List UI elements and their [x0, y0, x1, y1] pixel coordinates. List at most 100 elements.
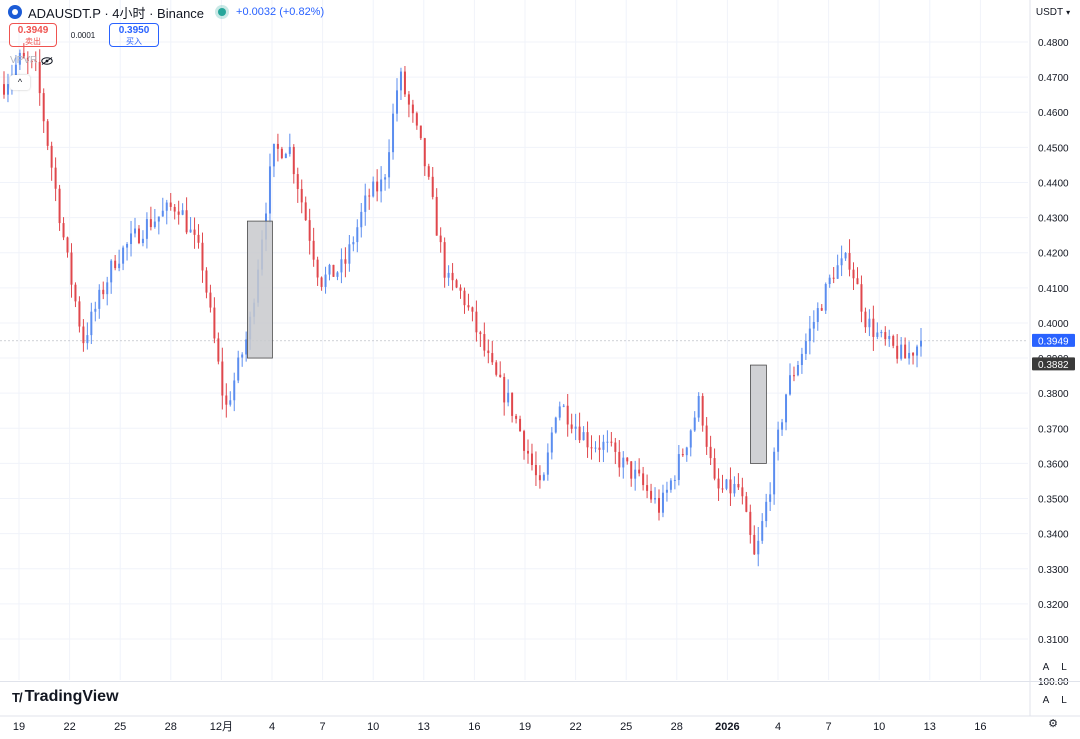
candle-body — [669, 480, 672, 490]
candle-body — [280, 148, 283, 159]
candle-body — [765, 501, 768, 522]
candle-body — [62, 223, 65, 238]
candle-body — [876, 332, 879, 337]
candle-body — [455, 280, 458, 288]
candle-body — [364, 195, 367, 212]
candle-body — [673, 479, 676, 481]
candle-body — [769, 494, 772, 502]
candle-body — [403, 71, 406, 95]
candle-body — [618, 451, 621, 468]
price-change: +0.0032 (+0.82%) — [236, 6, 324, 18]
candle-body — [741, 487, 744, 497]
candle-body — [126, 244, 129, 248]
pane-log-scale-button[interactable]: L — [1061, 695, 1067, 706]
candle-body — [836, 265, 839, 279]
y-axis-tick-label: 0.4800 — [1038, 38, 1069, 49]
candle-body — [594, 447, 597, 449]
candle-body — [419, 125, 422, 139]
candle-body — [884, 332, 887, 340]
chart-header: ADAUSDT.P · 4小时 · Binance +0.0032 (+0.82… — [8, 3, 324, 21]
y-axis-tick-label: 0.4000 — [1038, 319, 1069, 330]
candle-body — [757, 540, 760, 555]
collapse-legend-button[interactable]: ^ — [10, 75, 30, 90]
candle-body — [920, 340, 922, 347]
candle-body — [332, 264, 335, 277]
candle-body — [654, 497, 657, 500]
candle-body — [812, 321, 815, 329]
candle-body — [399, 71, 402, 91]
marker-price-tag-bg — [1032, 357, 1075, 371]
x-axis-tick-label: 28 — [671, 721, 683, 733]
pane-auto-scale-button[interactable]: A — [1042, 695, 1050, 706]
candle-body — [622, 457, 625, 468]
candle-body — [241, 354, 244, 358]
candle-body — [177, 211, 180, 215]
candle-body — [74, 284, 77, 302]
candle-body — [471, 307, 474, 312]
y-axis-tick-label: 0.3700 — [1038, 424, 1069, 435]
candle-body — [816, 308, 819, 322]
candle-body — [761, 521, 764, 541]
candle-body — [165, 202, 168, 211]
y-axis-tick-label: 0.3300 — [1038, 565, 1069, 576]
candle-body — [598, 447, 601, 450]
highlight-box[interactable] — [750, 364, 767, 464]
x-axis-tick-label: 25 — [620, 721, 632, 733]
highlight-box[interactable] — [246, 220, 273, 359]
candle-body — [284, 153, 287, 159]
candle-body — [860, 284, 863, 312]
candle-body — [856, 278, 859, 285]
currency-selector[interactable]: USDT ▾ — [1032, 4, 1074, 20]
x-axis-tick-label: 25 — [114, 721, 126, 733]
candle-body — [233, 380, 236, 401]
gear-icon[interactable]: ⚙ — [1048, 718, 1058, 730]
sell-price: 0.3949 — [17, 25, 49, 36]
candle-body — [443, 242, 446, 278]
candle-body — [717, 478, 720, 489]
eye-icon[interactable] — [41, 56, 53, 65]
candle-body — [340, 259, 343, 273]
candle-body — [781, 422, 784, 430]
sell-button[interactable]: 0.3949 卖出 — [9, 23, 57, 47]
candle-body — [507, 392, 510, 403]
symbol-title[interactable]: ADAUSDT.P · 4小时 · Binance — [28, 5, 205, 21]
candle-body — [102, 289, 105, 295]
vpvr-indicator-legend[interactable]: VPVR — [10, 55, 53, 66]
candle-body — [479, 332, 482, 335]
candle-body — [221, 361, 224, 396]
candle-body — [546, 452, 549, 475]
candle-body — [149, 219, 152, 228]
candle-body — [66, 237, 69, 253]
candle-body — [800, 353, 803, 365]
tradingview-logo[interactable]: T/ TradingView — [12, 688, 119, 706]
candle-body — [18, 52, 21, 65]
candle-body — [388, 152, 391, 178]
vpvr-label: VPVR — [10, 55, 38, 66]
candle-body — [396, 90, 398, 114]
pane-separator[interactable] — [0, 681, 1080, 682]
buy-price: 0.3950 — [118, 25, 150, 36]
candle-body — [523, 431, 526, 451]
x-axis-tick-label: 16 — [974, 721, 986, 733]
candle-body — [22, 52, 25, 58]
candle-body — [300, 188, 303, 203]
candle-body — [439, 235, 442, 243]
y-axis-tick-label: 0.4300 — [1038, 214, 1069, 225]
candle-body — [773, 451, 776, 495]
candle-body — [582, 432, 585, 441]
sell-label: 卖出 — [25, 37, 41, 46]
candle-body — [316, 259, 319, 278]
candle-body — [169, 202, 172, 207]
candle-body — [661, 492, 664, 513]
candle-body — [237, 357, 240, 381]
candle-body — [908, 352, 911, 359]
candle-body — [134, 228, 136, 234]
tradingview-logo-text: TradingView — [24, 688, 119, 705]
candle-body — [844, 253, 847, 259]
auto-scale-button[interactable]: A — [1042, 662, 1050, 673]
log-scale-button[interactable]: L — [1061, 662, 1067, 673]
candle-body — [209, 292, 212, 308]
buy-button[interactable]: 0.3950 买入 — [109, 23, 159, 47]
y-axis-tick-label: 0.4700 — [1038, 73, 1069, 84]
